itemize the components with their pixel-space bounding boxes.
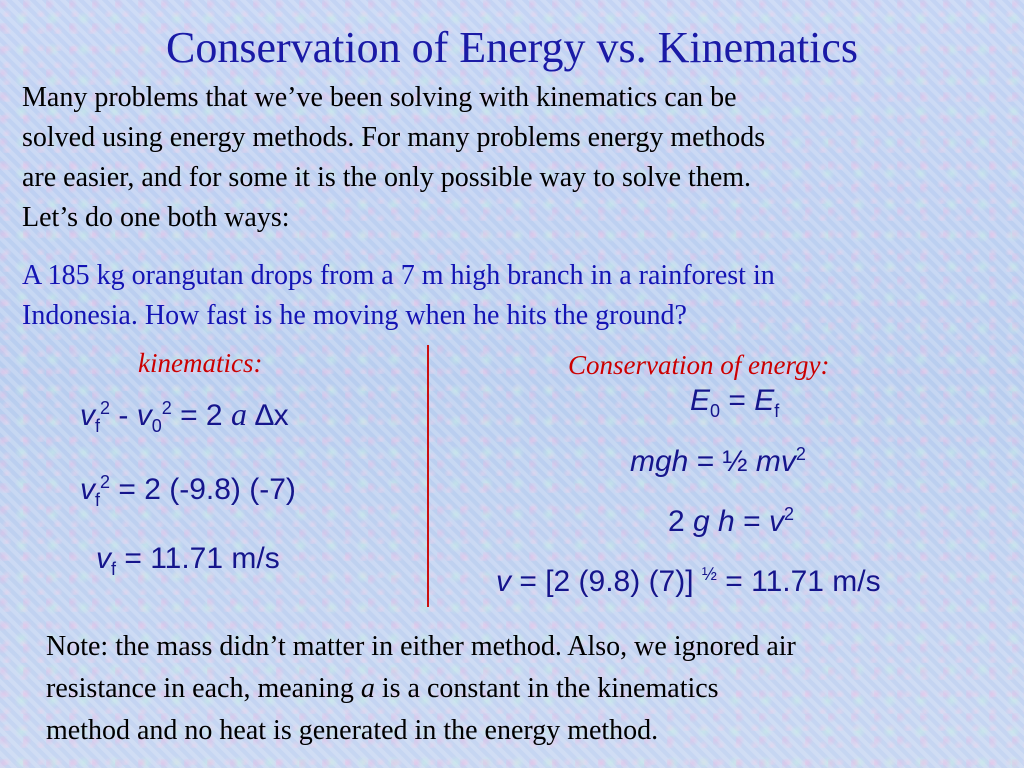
intro-line: are easier, and for some it is the only … [22,162,752,193]
slide-title: Conservation of Energy vs. Kinematics [165,23,859,72]
note-line: resistance in each, meaning a is a const… [46,673,719,704]
note-line: Note: the mass didn’t matter in either m… [46,631,796,662]
problem-line: Indonesia. How fast is he moving when he… [22,300,687,331]
note-line: method and no heat is generated in the e… [46,715,659,746]
kinematics-equation-3: vf = 11.71 m/s [96,542,280,579]
problem-statement: A 185 kg orangutan drops from a 7 m high… [22,256,982,336]
energy-equation-2: mgh = ½ mv2 [630,444,806,478]
note-paragraph: Note: the mass didn’t matter in either m… [46,626,996,752]
energy-equation-3: 2 g h = v2 [668,504,794,538]
kinematics-equation-1: vf2 - v02 = 2 a ∆x [80,396,289,436]
intro-line: Let’s do one both ways: [22,202,290,233]
energy-equation-1: E0 = Ef [690,384,780,421]
problem-line: A 185 kg orangutan drops from a 7 m high… [22,260,775,291]
intro-line: solved using energy methods. For many pr… [22,122,766,153]
intro-line: Many problems that we’ve been solving wi… [22,82,737,113]
column-divider [427,345,429,607]
kinematics-equation-2: vf2 = 2 (-9.8) (-7) [80,472,296,510]
energy-equation-4: v = [2 (9.8) (7)] ½ = 11.71 m/s [496,564,881,598]
intro-paragraph: Many problems that we’ve been solving wi… [22,78,982,238]
kinematics-heading: kinematics: [138,348,263,378]
energy-heading: Conservation of energy: [568,350,830,380]
